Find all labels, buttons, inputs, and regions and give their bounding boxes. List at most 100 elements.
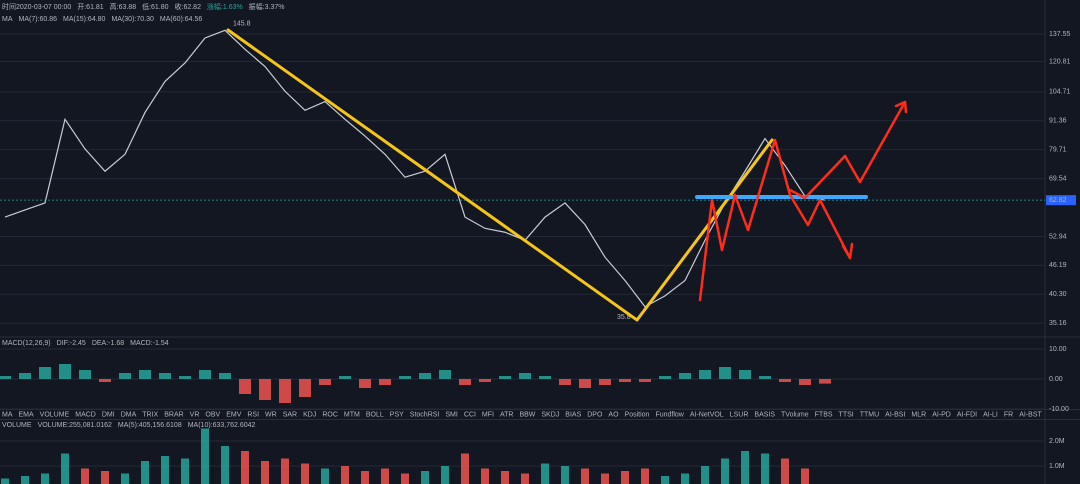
- volume-bar: [241, 451, 249, 484]
- indicator-tab[interactable]: AI-BST: [1019, 411, 1042, 418]
- indicator-tab[interactable]: EMV: [226, 411, 242, 418]
- indicator-tab[interactable]: StochRSI: [410, 411, 440, 418]
- indicator-tab[interactable]: DPO: [587, 411, 603, 418]
- indicator-tab[interactable]: SAR: [283, 411, 297, 418]
- macd-bar: [479, 379, 491, 383]
- volume-bar: [521, 473, 529, 484]
- macd-bar: [739, 370, 751, 380]
- macd-bar: [279, 379, 291, 404]
- indicator-tab[interactable]: ROC: [322, 411, 338, 418]
- projection-line: [788, 100, 907, 200]
- volume-bar: [641, 468, 649, 484]
- indicator-tab[interactable]: TTSI: [839, 411, 854, 418]
- volume-bar: [381, 468, 389, 484]
- indicator-tab[interactable]: BBW: [519, 411, 535, 418]
- indicator-tab[interactable]: AI-FDI: [957, 411, 977, 418]
- indicator-tab[interactable]: AI-BSI: [885, 411, 905, 418]
- indicator-tab[interactable]: SKDJ: [541, 411, 559, 418]
- price-line: [4, 29, 826, 308]
- macd-bar: [699, 370, 711, 380]
- y-tick-label: 137.55: [1049, 31, 1071, 38]
- indicator-tab[interactable]: VOLUME: [40, 411, 70, 418]
- y-tick-label: 104.71: [1049, 89, 1071, 96]
- indicator-tab[interactable]: MTM: [344, 411, 360, 418]
- indicator-tab[interactable]: EMA: [19, 411, 35, 418]
- volume-bar: [1, 478, 9, 484]
- legend-item: DIF:-2.45: [57, 340, 86, 347]
- marks: 137.55 120.81 104.71 91.36 79.71 69.54 52.94 46…: [0, 21, 1076, 484]
- indicator-tab[interactable]: CCI: [464, 411, 476, 418]
- ohlc-header: 时间2020-03-07 00:00 开:61.81 高:63.88 低:61.…: [2, 2, 284, 11]
- legend-item: MACD:-1.54: [130, 340, 169, 347]
- indicator-tab[interactable]: KDJ: [303, 411, 316, 418]
- macd-bar: [619, 379, 631, 383]
- time: 时间2020-03-07 00:00: [2, 2, 71, 11]
- legend-item: MA(7):60.86: [19, 16, 58, 23]
- legend-item: MA(15):64.80: [63, 16, 106, 23]
- indicator-tab[interactable]: Position: [625, 411, 650, 418]
- indicator-tab[interactable]: FTBS: [815, 411, 833, 418]
- indicator-tab[interactable]: WR: [265, 411, 277, 418]
- macd-bar: [459, 379, 471, 386]
- legend-item: MACD(12,26,9): [2, 340, 51, 347]
- y-tick-label: 46.19: [1049, 262, 1067, 269]
- macd-bar: [299, 379, 311, 398]
- y-tick-label: 91.36: [1049, 118, 1067, 125]
- indicator-tab[interactable]: PSY: [390, 411, 404, 418]
- indicator-tab[interactable]: OBV: [205, 411, 220, 418]
- indicator-tab[interactable]: AI-NetVOL: [690, 411, 724, 418]
- macd-bar: [159, 373, 171, 380]
- macd-bar: [0, 376, 11, 380]
- indicator-tab[interactable]: AO: [608, 411, 619, 418]
- indicator-tab[interactable]: AI-PD: [932, 411, 951, 418]
- indicator-tab[interactable]: AI-LI: [983, 411, 998, 418]
- close: 收:62.82: [175, 2, 202, 11]
- indicator-tab[interactable]: VR: [190, 411, 200, 418]
- macd-bar: [819, 379, 831, 384]
- indicator-tab[interactable]: MA: [2, 411, 13, 418]
- indicator-tab[interactable]: Fundflow: [655, 411, 684, 418]
- indicator-tab[interactable]: ATR: [500, 411, 513, 418]
- y-tick-label: 2.0M: [1049, 438, 1065, 445]
- indicator-tab[interactable]: BRAR: [164, 411, 183, 418]
- indicator-tab[interactable]: BASIS: [754, 411, 775, 418]
- indicator-tab[interactable]: MLR: [911, 411, 926, 418]
- volume-bar: [141, 461, 149, 484]
- volume-bar: [781, 458, 789, 484]
- macd-bar: [639, 379, 651, 383]
- legend-item: MA: [2, 16, 13, 23]
- volume-bar: [601, 473, 609, 484]
- indicator-tab[interactable]: TVolume: [781, 411, 809, 418]
- volume-bar: [81, 468, 89, 484]
- y-tick-label: 1.0M: [1049, 463, 1065, 470]
- volume-bar: [701, 466, 709, 484]
- volume-bar: [41, 473, 49, 484]
- indicator-tab[interactable]: DMI: [102, 411, 115, 418]
- indicator-tab[interactable]: MACD: [75, 411, 96, 418]
- indicator-tab[interactable]: FR: [1004, 411, 1013, 418]
- legend-item: MA(60):64.56: [160, 16, 203, 23]
- volume-bar: [801, 468, 809, 484]
- legend-item: MA(5):405,156.6108: [118, 422, 182, 429]
- y-tick-label: 40.30: [1049, 291, 1067, 298]
- indicator-tab[interactable]: SMI: [445, 411, 458, 418]
- indicator-tab[interactable]: TRIX: [142, 411, 158, 418]
- indicator-tab[interactable]: BIAS: [565, 411, 581, 418]
- volume-bar: [101, 471, 109, 484]
- macd-bar: [239, 379, 251, 395]
- indicator-tab[interactable]: BOLL: [366, 411, 384, 418]
- macd-bar: [59, 364, 71, 380]
- macd-bar: [659, 376, 671, 380]
- macd-bar: [559, 379, 571, 386]
- drawings: [226, 28, 908, 322]
- indicator-tab[interactable]: RSI: [247, 411, 259, 418]
- volume-bar: [541, 463, 549, 484]
- indicator-tab[interactable]: LSUR: [730, 411, 749, 418]
- indicator-tab[interactable]: MFI: [482, 411, 494, 418]
- indicator-tab[interactable]: DMA: [121, 411, 137, 418]
- legend-item: VOLUME: [2, 422, 32, 429]
- indicator-tab[interactable]: TTMU: [860, 411, 879, 418]
- macd-bar: [339, 376, 351, 380]
